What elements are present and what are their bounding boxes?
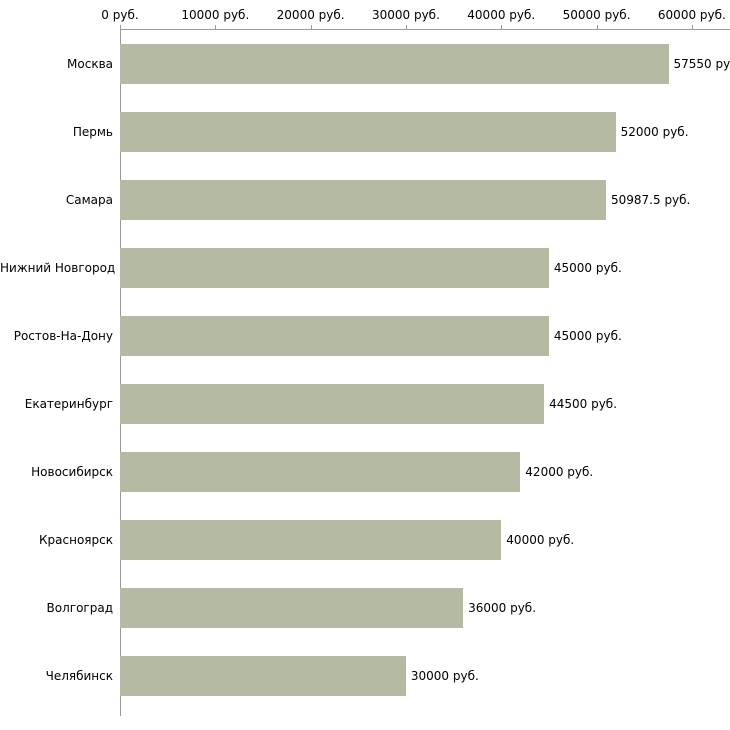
- bar-track: 52000 руб.: [120, 112, 730, 152]
- tick-mark-icon: [215, 25, 217, 30]
- bar-row: Пермь 52000 руб.: [0, 98, 730, 166]
- category-label: Новосибирск: [31, 465, 113, 479]
- value-label: 36000 руб.: [468, 601, 537, 615]
- x-tick-label: 30000 руб.: [371, 8, 440, 22]
- value-label: 57550 руб.: [673, 57, 730, 71]
- tick-mark-icon: [310, 25, 312, 30]
- value-label: 30000 руб.: [410, 669, 479, 683]
- x-tick-label: 40000 руб.: [467, 8, 536, 22]
- bar: [120, 248, 549, 288]
- category-label: Самара: [65, 193, 113, 207]
- tick-mark-icon: [691, 25, 693, 30]
- bar-track: 50987.5 руб.: [120, 180, 730, 220]
- tick-mark-icon: [120, 25, 121, 30]
- bar-row: Самара 50987.5 руб.: [0, 166, 730, 234]
- tick-mark-icon: [405, 25, 407, 30]
- value-label: 40000 руб.: [506, 533, 575, 547]
- tick-mark-icon: [596, 25, 598, 30]
- x-axis: 0 руб. 10000 руб. 20000 руб. 30000 руб. 4000…: [101, 0, 730, 30]
- bar-track: 42000 руб.: [120, 452, 730, 492]
- bar-row: Волгоград 36000 руб.: [0, 574, 730, 642]
- x-tick-label: 50000 руб.: [562, 8, 631, 22]
- bar: [120, 588, 464, 628]
- bar-row: Красноярск 40000 руб.: [0, 506, 730, 574]
- bar: [120, 180, 606, 220]
- bar-row: Ростов-На-Дону 45000 руб.: [0, 302, 730, 370]
- bar-track: 44500 руб.: [120, 384, 730, 424]
- x-tick-label: 10000 руб.: [181, 8, 250, 22]
- category-label: Красноярск: [39, 533, 113, 547]
- bar-row: Москва 57550 руб.: [0, 30, 730, 98]
- bar-track: 40000 руб.: [120, 520, 730, 560]
- bar-row: Нижний Новгород 45000 руб.: [0, 234, 730, 302]
- category-label: Волгоград: [46, 601, 113, 615]
- value-label: 52000 руб.: [620, 125, 689, 139]
- category-label: Челябинск: [45, 669, 113, 683]
- bar-track: 45000 руб.: [120, 316, 730, 356]
- category-label: Москва: [67, 57, 113, 71]
- bar: [120, 112, 616, 152]
- bar: [120, 384, 545, 424]
- bar: [120, 452, 521, 492]
- x-tick-label: 0 руб.: [101, 8, 139, 22]
- x-tick-label: 60000 руб.: [657, 8, 726, 22]
- category-label: Екатеринбург: [24, 397, 113, 411]
- value-label: 45000 руб.: [553, 329, 622, 343]
- category-label: Пермь: [72, 125, 113, 139]
- value-label: 45000 руб.: [553, 261, 622, 275]
- bar: [120, 656, 406, 696]
- category-label: Ростов-На-Дону: [13, 329, 113, 343]
- tick-mark-icon: [501, 25, 503, 30]
- plot-area: Москва 57550 руб. Пермь 52000 руб. Самара 509…: [0, 30, 730, 710]
- bar-row: Новосибирск 42000 руб.: [0, 438, 730, 506]
- bar-track: 45000 руб.: [120, 248, 730, 288]
- bar: [120, 44, 669, 84]
- value-label: 44500 руб.: [549, 397, 618, 411]
- category-label: Нижний Новгород: [0, 261, 116, 275]
- bar: [120, 316, 549, 356]
- bar-track: 36000 руб.: [120, 588, 730, 628]
- bar: [120, 520, 502, 560]
- bar-track: 57550 руб.: [120, 44, 730, 84]
- value-label: 42000 руб.: [525, 465, 594, 479]
- x-tick-label: 20000 руб.: [276, 8, 345, 22]
- bar-row: Челябинск 30000 руб.: [0, 642, 730, 710]
- y-axis-line: [120, 30, 121, 716]
- bar-track: 30000 руб.: [120, 656, 730, 696]
- value-label: 50987.5 руб.: [611, 193, 691, 207]
- bar-row: Екатеринбург 44500 руб.: [0, 370, 730, 438]
